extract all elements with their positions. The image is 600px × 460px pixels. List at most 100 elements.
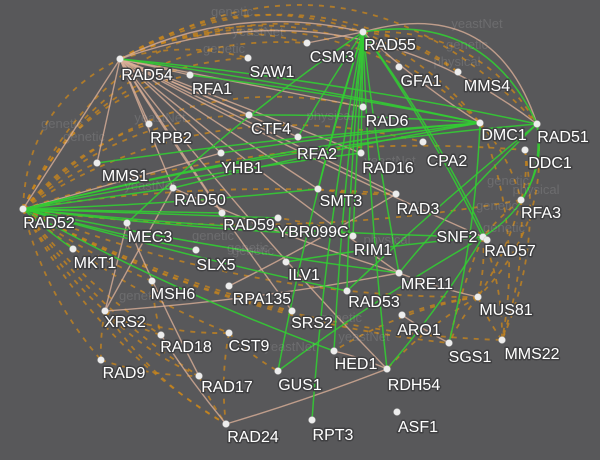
- node-label-XRS2[interactable]: XRS2: [103, 313, 148, 333]
- node-label-SMT3[interactable]: SMT3: [318, 192, 364, 212]
- node-label-RAD53[interactable]: RAD53: [347, 293, 402, 313]
- node-RAD3[interactable]: [392, 190, 400, 198]
- node-label-DDC1[interactable]: DDC1: [527, 154, 574, 174]
- node-RPT3[interactable]: [308, 416, 316, 424]
- node-label-MMS1[interactable]: MMS1: [100, 167, 149, 187]
- node-label-RIM1[interactable]: RIM1: [352, 241, 393, 261]
- node-label-DMC1[interactable]: DMC1: [480, 126, 528, 146]
- node-RAD24[interactable]: [222, 420, 230, 428]
- node-label-RAD16[interactable]: RAD16: [361, 159, 416, 179]
- node-label-RDH54[interactable]: RDH54: [386, 376, 442, 396]
- node-label-RAD50[interactable]: RAD50: [173, 191, 228, 211]
- node-CST9[interactable]: [225, 329, 233, 337]
- node-label-CTF4[interactable]: CTF4: [250, 120, 293, 140]
- node-RAD55[interactable]: [359, 28, 367, 36]
- node-label-CST9[interactable]: CST9: [227, 337, 271, 357]
- node-label-ILV1[interactable]: ILV1: [287, 266, 322, 286]
- node-RAD57[interactable]: [483, 236, 491, 244]
- node-SAW1[interactable]: [244, 54, 252, 62]
- node-label-ARO1[interactable]: ARO1: [396, 321, 443, 341]
- node-DMC1[interactable]: [476, 119, 484, 127]
- node-MUS81[interactable]: [474, 293, 482, 301]
- node-RAD59[interactable]: [218, 209, 226, 217]
- node-label-RPT3[interactable]: RPT3: [311, 426, 355, 446]
- node-RAD54[interactable]: [116, 55, 124, 63]
- node-label-RFA3[interactable]: RFA3: [519, 204, 562, 224]
- node-RAD53[interactable]: [343, 287, 351, 295]
- node-label-RAD9[interactable]: RAD9: [101, 364, 147, 384]
- node-label-YHB1[interactable]: YHB1: [220, 159, 265, 179]
- node-MMS22[interactable]: [498, 336, 506, 344]
- node-label-RAD57[interactable]: RAD57: [483, 242, 538, 262]
- node-MSH6[interactable]: [148, 277, 156, 285]
- node-YHB1[interactable]: [217, 149, 225, 157]
- node-label-SNF2[interactable]: SNF2: [435, 228, 479, 248]
- node-RAD17[interactable]: [195, 372, 203, 380]
- node-label-SAW1[interactable]: SAW1: [248, 63, 296, 83]
- node-label-RFA2[interactable]: RFA2: [295, 145, 338, 165]
- node-XRS2[interactable]: [101, 307, 109, 315]
- node-ASF1[interactable]: [393, 408, 401, 416]
- node-label-MUS81[interactable]: MUS81: [478, 301, 534, 321]
- node-DDC1[interactable]: [521, 146, 529, 154]
- node-label-GUS1[interactable]: GUS1: [277, 376, 324, 396]
- node-RDH54[interactable]: [383, 365, 391, 373]
- node-label-YBR099C[interactable]: YBR099C: [276, 223, 350, 243]
- node-RAD18[interactable]: [157, 331, 165, 339]
- node-RFA1[interactable]: [186, 71, 194, 79]
- node-SRS2[interactable]: [288, 307, 296, 315]
- node-RAD9[interactable]: [97, 356, 105, 364]
- node-label-MRE11[interactable]: MRE11: [399, 275, 454, 295]
- node-label-MKT1[interactable]: MKT1: [72, 254, 118, 274]
- node-RAD16[interactable]: [357, 149, 365, 157]
- node-label-RAD18[interactable]: RAD18: [159, 338, 214, 358]
- node-RPB2[interactable]: [145, 120, 153, 128]
- node-GUS1[interactable]: [274, 367, 282, 375]
- node-RPA135[interactable]: [225, 282, 233, 290]
- node-CSM3[interactable]: [303, 39, 311, 47]
- node-label-RAD55[interactable]: RAD55: [363, 36, 418, 56]
- node-label-RAD52[interactable]: RAD52: [22, 214, 77, 234]
- node-RIM1[interactable]: [349, 232, 357, 240]
- node-label-HED1[interactable]: HED1: [333, 355, 379, 375]
- node-YBR099C[interactable]: [274, 214, 282, 222]
- node-label-SLX5[interactable]: SLX5: [195, 256, 237, 276]
- node-MMS1[interactable]: [93, 159, 101, 167]
- node-label-GFA1[interactable]: GFA1: [399, 72, 443, 92]
- node-RAD50[interactable]: [169, 184, 177, 192]
- node-label-SRS2[interactable]: SRS2: [290, 314, 335, 334]
- node-label-MMS4[interactable]: MMS4: [462, 77, 511, 97]
- node-label-CPA2[interactable]: CPA2: [425, 152, 469, 172]
- node-CPA2[interactable]: [419, 138, 427, 146]
- node-ILV1[interactable]: [282, 258, 290, 266]
- node-label-RAD54[interactable]: RAD54: [120, 66, 175, 86]
- node-RAD51[interactable]: [533, 120, 541, 128]
- node-MEC3[interactable]: [123, 219, 131, 227]
- node-label-MEC3[interactable]: MEC3: [126, 228, 174, 248]
- node-label-RAD17[interactable]: RAD17: [200, 378, 255, 398]
- node-label-RAD24[interactable]: RAD24: [226, 428, 281, 448]
- node-label-RAD6[interactable]: RAD6: [364, 112, 410, 132]
- node-label-RFA1[interactable]: RFA1: [190, 80, 233, 100]
- node-SMT3[interactable]: [314, 185, 322, 193]
- node-label-MSH6[interactable]: MSH6: [149, 285, 197, 305]
- node-label-MMS22[interactable]: MMS22: [503, 345, 561, 365]
- node-label-RPA135[interactable]: RPA135: [231, 290, 293, 310]
- node-MRE11[interactable]: [395, 269, 403, 277]
- node-SGS1[interactable]: [445, 339, 453, 347]
- node-RAD52[interactable]: [19, 205, 27, 213]
- node-label-RAD59[interactable]: RAD59: [222, 216, 277, 236]
- node-label-RPB2[interactable]: RPB2: [149, 129, 194, 149]
- node-HED1[interactable]: [330, 347, 338, 355]
- node-RAD6[interactable]: [359, 103, 367, 111]
- node-SLX5[interactable]: [192, 246, 200, 254]
- node-label-CSM3[interactable]: CSM3: [308, 48, 356, 68]
- node-label-RAD51[interactable]: RAD51: [536, 128, 591, 148]
- node-RFA3[interactable]: [517, 196, 525, 204]
- node-MMS4[interactable]: [454, 68, 462, 76]
- node-GFA1[interactable]: [395, 63, 403, 71]
- node-label-ASF1[interactable]: ASF1: [396, 418, 439, 438]
- node-label-RAD3[interactable]: RAD3: [395, 200, 441, 220]
- node-MKT1[interactable]: [69, 245, 77, 253]
